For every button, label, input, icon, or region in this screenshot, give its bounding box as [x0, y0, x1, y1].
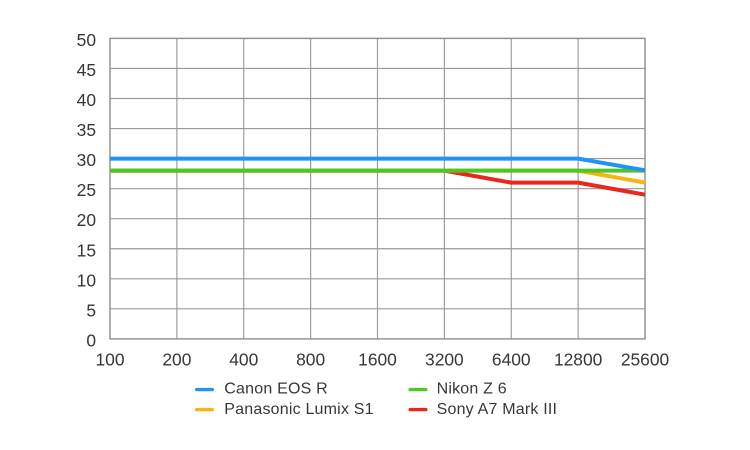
svg-text:100: 100 [95, 350, 124, 370]
svg-text:5: 5 [86, 300, 96, 320]
svg-text:12800: 12800 [554, 350, 602, 370]
svg-text:50: 50 [77, 30, 96, 50]
svg-text:25600: 25600 [621, 350, 669, 370]
svg-text:3200: 3200 [425, 350, 464, 370]
svg-text:40: 40 [77, 90, 96, 110]
svg-text:15: 15 [77, 240, 96, 260]
svg-text:200: 200 [162, 350, 191, 370]
svg-text:30: 30 [77, 150, 96, 170]
svg-text:20: 20 [77, 210, 96, 230]
svg-text:25: 25 [77, 180, 96, 200]
svg-text:Sony A7 Mark III: Sony A7 Mark III [437, 401, 558, 418]
svg-text:Panasonic Lumix S1: Panasonic Lumix S1 [224, 401, 373, 418]
svg-text:1600: 1600 [358, 350, 397, 370]
svg-text:35: 35 [77, 120, 96, 140]
svg-text:800: 800 [296, 350, 325, 370]
svg-text:400: 400 [229, 350, 258, 370]
svg-text:10: 10 [77, 270, 96, 290]
svg-text:6400: 6400 [492, 350, 531, 370]
svg-text:Nikon Z 6: Nikon Z 6 [437, 381, 507, 398]
svg-text:0: 0 [86, 330, 96, 350]
svg-text:Canon EOS R: Canon EOS R [224, 381, 328, 398]
svg-text:45: 45 [77, 60, 96, 80]
